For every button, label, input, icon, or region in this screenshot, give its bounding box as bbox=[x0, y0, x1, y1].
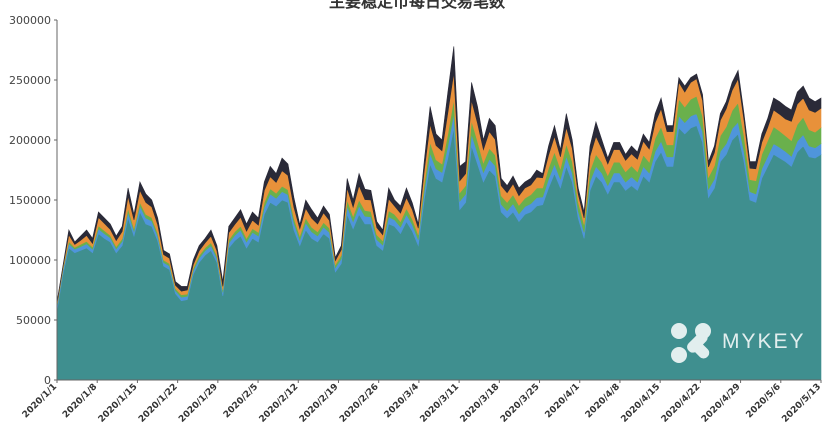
x-tick-label: 2020/4/8 bbox=[584, 382, 622, 420]
x-tick-label: 2020/1/22 bbox=[137, 382, 180, 425]
x-tick-label: 2020/3/18 bbox=[459, 382, 502, 425]
x-tick-label: 2020/5/13 bbox=[780, 382, 823, 425]
x-tick-label: 2020/1/8 bbox=[61, 382, 99, 420]
y-tick-label: 250000 bbox=[9, 74, 51, 87]
y-tick-label: 200000 bbox=[9, 134, 51, 147]
x-tick-label: 2020/2/5 bbox=[222, 382, 260, 420]
chart-title: 主要稳定币每日交易笔数 bbox=[328, 0, 505, 11]
watermark-text: MYKEY bbox=[722, 330, 806, 353]
y-tick-label: 50000 bbox=[16, 314, 51, 327]
x-tick-label: 2020/2/12 bbox=[258, 382, 301, 425]
y-tick-label: 150000 bbox=[9, 194, 51, 207]
x-tick-label: 2020/4/15 bbox=[620, 382, 663, 425]
x-tick-label: 2020/2/26 bbox=[338, 382, 381, 425]
x-tick-label: 2020/4/1 bbox=[544, 382, 582, 420]
x-tick-label: 2020/1/29 bbox=[177, 382, 220, 425]
area-series-5 bbox=[56, 46, 822, 304]
x-tick-label: 2020/3/4 bbox=[383, 382, 421, 420]
y-tick-label: 0 bbox=[44, 374, 51, 387]
x-tick-label: 2020/1/15 bbox=[97, 382, 140, 425]
y-tick-label: 100000 bbox=[9, 254, 51, 267]
y-tick-labels: 0 50000 100000 150000 200000 250000 300000 bbox=[9, 14, 57, 387]
mykey-x-logo-icon bbox=[671, 323, 711, 363]
x-tick-label: 2020/3/25 bbox=[499, 382, 542, 425]
y-tick-label: 300000 bbox=[9, 14, 51, 27]
mykey-watermark: MYKEY bbox=[668, 320, 818, 366]
x-tick-label: 2020/4/22 bbox=[660, 382, 703, 425]
x-tick-label: 2020/5/6 bbox=[745, 382, 783, 420]
x-tick-label: 2020/3/11 bbox=[419, 382, 462, 425]
x-tick-labels: 2020/1/1 2020/1/82020/1/152020/1/222020/1… bbox=[21, 380, 823, 425]
x-tick-label: 2020/1/1 bbox=[21, 382, 59, 420]
x-tick-label: 2020/4/29 bbox=[700, 382, 743, 425]
x-tick-label: 2020/2/19 bbox=[298, 382, 341, 425]
